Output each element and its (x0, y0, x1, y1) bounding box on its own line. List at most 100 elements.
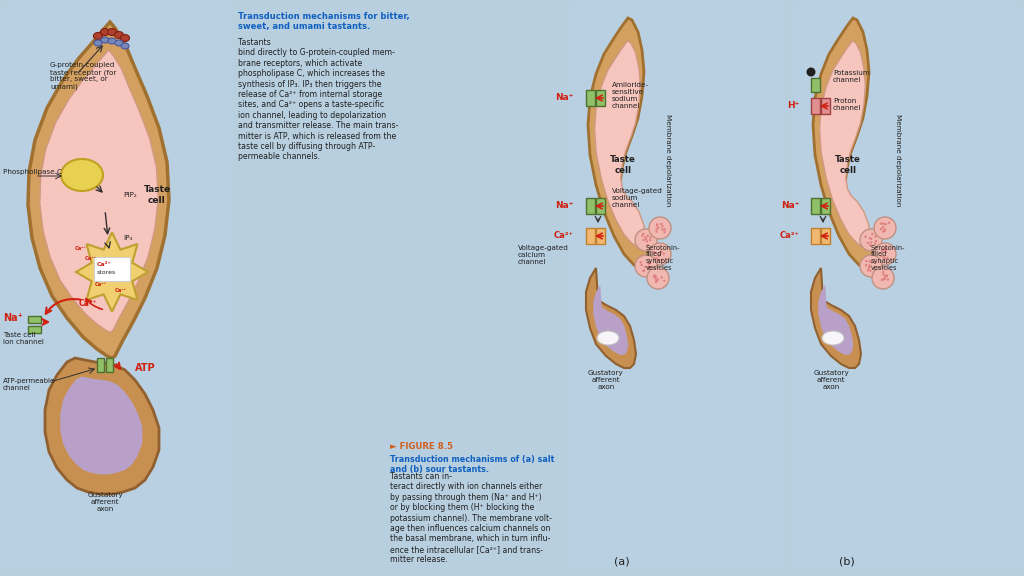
Text: Ca²⁺: Ca²⁺ (85, 256, 97, 260)
Text: Potassium
channel: Potassium channel (833, 70, 869, 83)
Bar (28, 316, 41, 323)
Text: Ca²⁺: Ca²⁺ (779, 232, 799, 241)
Text: Gustatory
afferent
axon: Gustatory afferent axon (813, 370, 849, 390)
Ellipse shape (597, 331, 618, 345)
Circle shape (885, 247, 887, 249)
Circle shape (884, 275, 887, 278)
Circle shape (648, 266, 650, 268)
Circle shape (649, 243, 671, 265)
Circle shape (655, 228, 657, 230)
Circle shape (881, 279, 884, 281)
Bar (596, 90, 605, 106)
Circle shape (874, 217, 896, 239)
Bar (28, 326, 41, 333)
Circle shape (642, 239, 645, 241)
Circle shape (880, 222, 882, 225)
Ellipse shape (108, 38, 116, 44)
Circle shape (644, 266, 646, 268)
Ellipse shape (115, 40, 123, 46)
Text: Gustatory
afferent
axon: Gustatory afferent axon (588, 370, 624, 390)
Circle shape (663, 252, 665, 255)
Text: IP₃: IP₃ (123, 235, 132, 241)
Text: Na⁺: Na⁺ (556, 93, 574, 103)
Bar (596, 228, 605, 244)
Circle shape (654, 275, 657, 278)
Circle shape (883, 278, 886, 281)
Circle shape (652, 275, 655, 278)
Text: Amiloride-
sensitive
sodium
channel: Amiloride- sensitive sodium channel (612, 82, 649, 109)
Circle shape (872, 267, 894, 289)
Circle shape (882, 249, 884, 251)
Text: ATP-permeable
channel: ATP-permeable channel (3, 378, 55, 391)
Circle shape (884, 230, 886, 232)
Text: Serotonin-
filled
synaptic
vesicles: Serotonin- filled synaptic vesicles (871, 244, 905, 271)
Circle shape (860, 255, 882, 277)
Circle shape (662, 228, 664, 231)
Bar (570, 5, 785, 567)
Circle shape (640, 261, 642, 263)
Circle shape (656, 279, 658, 282)
Circle shape (868, 237, 871, 240)
Circle shape (870, 237, 872, 240)
Ellipse shape (822, 331, 844, 345)
Circle shape (644, 236, 647, 238)
Circle shape (646, 234, 649, 237)
Text: Transduction mechanisms of (a) salt
and (b) sour tastants.: Transduction mechanisms of (a) salt and … (390, 455, 554, 475)
Ellipse shape (108, 28, 117, 36)
Bar (821, 228, 830, 244)
Circle shape (870, 241, 872, 244)
Circle shape (884, 228, 886, 230)
Circle shape (864, 236, 866, 238)
Text: G-protein-coupled
taste receptor (for
bitter, sweet, or
umami): G-protein-coupled taste receptor (for bi… (50, 62, 117, 90)
Circle shape (884, 277, 886, 279)
Ellipse shape (121, 43, 129, 49)
Text: Tastants
bind directly to G-protein-coupled mem-
brane receptors, which activate: Tastants bind directly to G-protein-coup… (238, 38, 398, 161)
Circle shape (657, 226, 659, 229)
Text: Transduction mechanisms for bitter,
sweet, and umami tastants.: Transduction mechanisms for bitter, swee… (238, 12, 410, 32)
FancyBboxPatch shape (94, 257, 130, 281)
Ellipse shape (101, 37, 109, 43)
Text: ATP: ATP (135, 363, 156, 373)
Circle shape (886, 257, 889, 259)
Text: Taste
cell: Taste cell (143, 185, 171, 204)
Text: Ca²⁺: Ca²⁺ (79, 298, 97, 308)
Circle shape (883, 273, 885, 276)
Circle shape (886, 275, 888, 277)
Circle shape (655, 230, 657, 233)
Circle shape (662, 225, 664, 228)
Text: Voltage-gated
sodium
channel: Voltage-gated sodium channel (612, 188, 663, 208)
Circle shape (867, 267, 870, 269)
Text: Taste
cell: Taste cell (610, 156, 636, 175)
Circle shape (645, 240, 648, 242)
Circle shape (655, 281, 657, 283)
Circle shape (868, 260, 871, 263)
Circle shape (865, 264, 867, 266)
Text: Ca²⁺: Ca²⁺ (75, 245, 87, 251)
Bar (811, 228, 820, 244)
Circle shape (640, 264, 643, 266)
Circle shape (654, 257, 656, 260)
Circle shape (884, 257, 886, 260)
Ellipse shape (115, 32, 124, 39)
Ellipse shape (94, 40, 102, 46)
Circle shape (868, 264, 870, 267)
Bar (811, 78, 820, 92)
Text: Ca²⁺: Ca²⁺ (95, 282, 108, 287)
Circle shape (642, 270, 644, 272)
Circle shape (664, 279, 666, 282)
Circle shape (664, 231, 666, 233)
Polygon shape (28, 22, 169, 358)
Text: Ca²⁺: Ca²⁺ (97, 262, 112, 267)
Circle shape (649, 261, 651, 263)
Circle shape (867, 242, 869, 244)
Polygon shape (586, 268, 636, 368)
Circle shape (655, 257, 657, 260)
Text: stores: stores (97, 270, 117, 275)
Circle shape (860, 229, 882, 251)
Text: Na⁺: Na⁺ (3, 313, 23, 323)
Circle shape (873, 242, 877, 245)
Polygon shape (588, 18, 650, 270)
Circle shape (869, 244, 871, 247)
Circle shape (874, 240, 878, 242)
Circle shape (653, 274, 656, 276)
